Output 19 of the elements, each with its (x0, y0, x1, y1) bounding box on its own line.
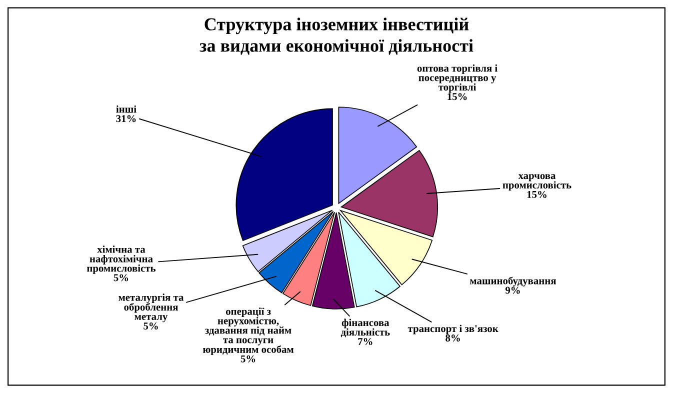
data-label: 8% (446, 334, 460, 342)
data-label: 31% (116, 115, 136, 122)
data-label: 5% (240, 355, 256, 362)
slice-label: транспорт і зв'язок (408, 324, 498, 334)
data-label: 5% (114, 274, 128, 282)
data-label: 5% (144, 322, 158, 330)
slice-label: металургія та оброблення металу (118, 294, 184, 322)
chart-title: Структура іноземних інвестицій за видами економічної діяльності (200, 18, 474, 55)
slice-label: оптова торгівля і посередництво у торгівлі (417, 64, 498, 93)
data-label: 7% (358, 338, 372, 346)
data-label: 15% (448, 93, 467, 100)
slice-label: харчова промисловість (502, 174, 572, 191)
slice-label: операції з нерухомістю, здавання під найм та послуги юридичним особам (202, 308, 294, 356)
data-label: 15% (527, 190, 546, 198)
slice-label: машинобудування (470, 276, 556, 286)
data-label: 9% (505, 286, 520, 294)
slice-label: хімічна та нафтохімічна промисловість (86, 246, 156, 274)
slice-label: інші (116, 105, 136, 113)
slice-label: фінансова діяльність (340, 318, 390, 338)
